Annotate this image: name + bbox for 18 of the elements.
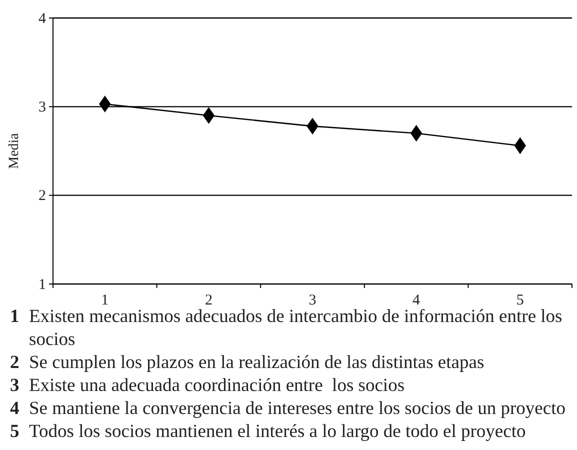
text: 2 Se cumplen los plazos en la realización de las distintas etapas	[10, 353, 484, 373]
point	[410, 124, 422, 142]
x-tick-label: 1	[101, 292, 109, 309]
y-tick-label: 4	[38, 10, 46, 27]
text: 1 Existen mecanismos adecuados de intercambio de información entre los socios	[10, 307, 562, 350]
point	[202, 107, 215, 124]
x-tick-label: 2	[204, 292, 212, 309]
x-tick-label: 4	[412, 292, 421, 309]
y-tick-label: 1	[38, 276, 46, 293]
text: 4 Se mantiene la convergencia de intereses entre los socios de un proyecto	[10, 399, 566, 419]
y-tick-label: 2	[38, 188, 46, 204]
y-axis-title: Media	[7, 132, 22, 169]
x-tick-label: 3	[308, 292, 316, 309]
text: 3 Existe una adecuada coordinación entre los socios	[10, 376, 405, 396]
x-tick-label: 5	[516, 292, 524, 309]
y-tick-label: 3	[38, 99, 46, 116]
text: 5 Todos los socios mantienen el interés a lo largo de todo el proyecto	[10, 422, 526, 442]
point	[99, 96, 111, 112]
